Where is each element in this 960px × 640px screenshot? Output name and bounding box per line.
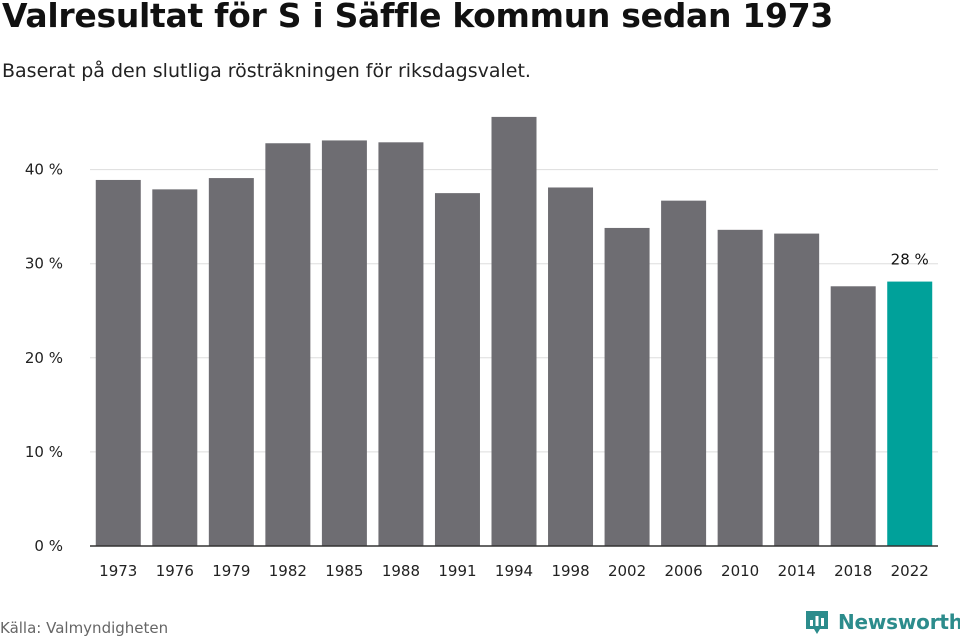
x-tick-label: 1991 bbox=[438, 562, 476, 580]
y-tick-label: 20 % bbox=[25, 349, 63, 367]
brand-name: Newsworthy bbox=[838, 610, 960, 634]
brand: Newsworthy bbox=[804, 608, 960, 636]
bar bbox=[321, 140, 367, 546]
source-note: Källa: Valmyndigheten bbox=[0, 619, 169, 637]
x-tick-label: 2014 bbox=[778, 562, 816, 580]
bar bbox=[548, 187, 594, 546]
chart-subtitle: Baserat på den slutliga rösträkningen fö… bbox=[2, 60, 531, 82]
bar bbox=[887, 281, 933, 546]
x-tick-label: 1973 bbox=[99, 562, 137, 580]
x-tick-label: 1988 bbox=[382, 562, 420, 580]
bar bbox=[717, 229, 763, 546]
x-tick-label: 1985 bbox=[325, 562, 363, 580]
bar bbox=[491, 116, 537, 547]
y-tick-label: 10 % bbox=[25, 443, 63, 461]
bar bbox=[378, 142, 424, 546]
x-tick-label: 2018 bbox=[834, 562, 872, 580]
bar-chart: 0 % 10 % 20 % 30 % 40 % 1973 1976 1979 1982 1985 1… bbox=[25, 116, 938, 580]
y-tick-label: 30 % bbox=[25, 255, 63, 273]
x-tick-label: 2010 bbox=[721, 562, 759, 580]
newsworthy-logo-icon bbox=[806, 611, 828, 634]
bar bbox=[830, 286, 876, 546]
x-tick-label: 1976 bbox=[156, 562, 194, 580]
x-tick-label: 1994 bbox=[495, 562, 533, 580]
chart-title: Valresultat för S i Säffle kommun sedan … bbox=[2, 0, 834, 35]
x-tick-label: 1979 bbox=[212, 562, 250, 580]
y-tick-label: 0 % bbox=[34, 537, 63, 555]
bar bbox=[604, 227, 650, 546]
bar bbox=[661, 200, 707, 546]
bar bbox=[208, 178, 254, 546]
bar bbox=[95, 179, 141, 547]
bar bbox=[434, 193, 480, 546]
bar bbox=[774, 233, 820, 546]
x-tick-label: 1998 bbox=[551, 562, 589, 580]
bar bbox=[152, 189, 198, 546]
y-tick-label: 40 % bbox=[25, 161, 63, 179]
x-tick-label: 2006 bbox=[665, 562, 703, 580]
x-tick-label: 2022 bbox=[891, 562, 929, 580]
x-tick-label: 1982 bbox=[269, 562, 307, 580]
data-label: 28 % bbox=[891, 251, 929, 269]
x-tick-label: 2002 bbox=[608, 562, 646, 580]
bar bbox=[265, 143, 311, 546]
